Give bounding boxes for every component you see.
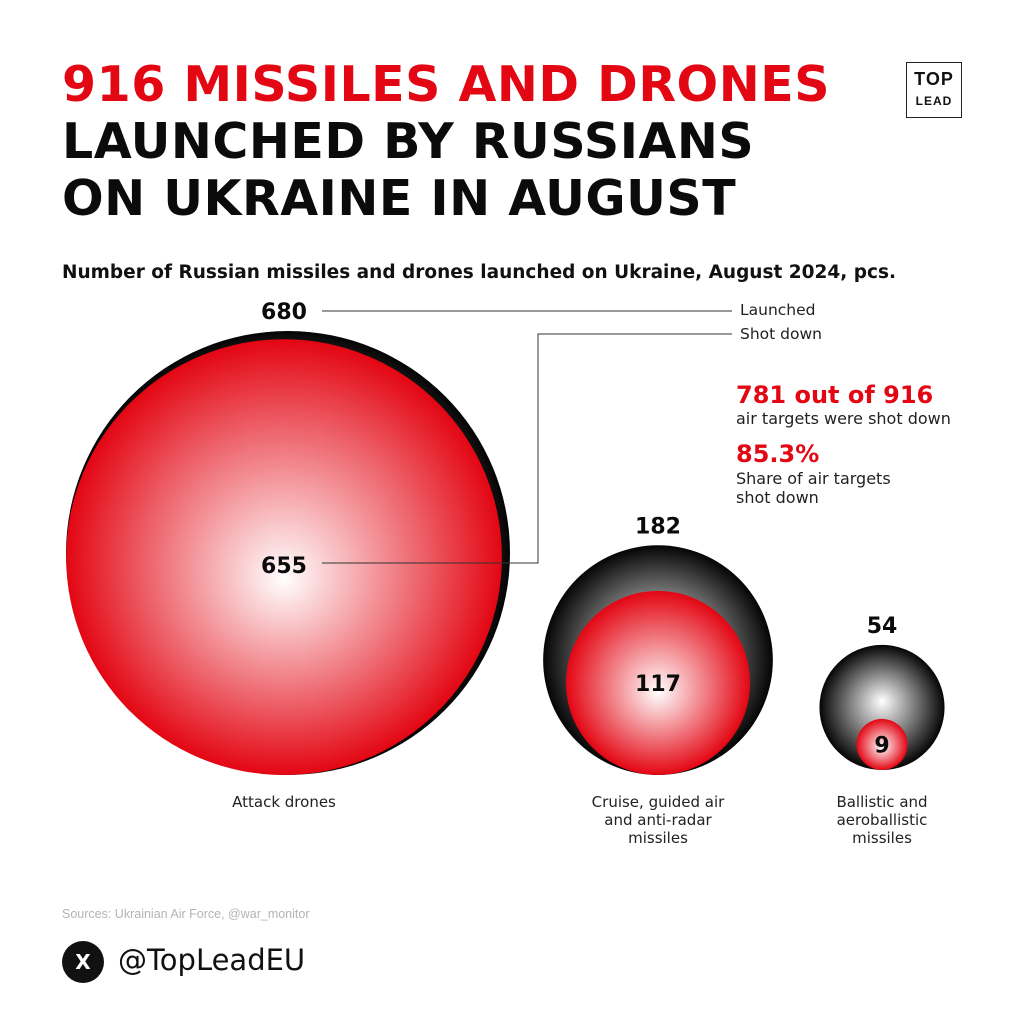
shot-down-value-label-1: 117 [635,672,681,697]
chart-subtitle: Number of Russian missiles and drones la… [62,262,896,283]
share-description: Share of air targets shot down [736,469,891,507]
top-lead-logo: TOP LEAD [906,62,962,118]
launched-value-label-2: 54 [867,614,898,639]
category-label-1-line-0: Cruise, guided air [592,793,725,811]
shot-down-bubble-1 [565,590,751,775]
category-label-2-line-1: aeroballistic [837,811,928,829]
logo-line-1: TOP [914,69,954,89]
launched-value-label-0: 680 [261,300,307,325]
headline: 916 MISSILES AND DRONES LAUNCHED BY RUSS… [62,56,830,227]
headline-line-3: ON UKRAINE IN AUGUST [62,170,737,227]
logo-line-2: LEAD [915,94,953,108]
share-stat: 85.3% [736,440,820,468]
shot-down-bubble-2 [856,718,908,771]
category-label-1-line-2: missiles [628,829,688,847]
category-label-2-line-0: Ballistic and [836,793,927,811]
category-label-0-line-0: Attack drones [232,793,336,811]
social-handle[interactable]: @TopLeadEU [118,943,306,977]
legend-shot-down-label: Shot down [740,325,822,343]
shot-down-bubble-0 [66,339,502,775]
headline-line-1: 916 MISSILES AND DRONES [62,56,830,113]
legend-launched-label: Launched [740,301,816,319]
sources-note: Sources: Ukrainian Air Force, @war_monit… [62,907,310,921]
x-logo-icon: X [62,941,104,983]
shot-total-description: air targets were shot down [736,409,951,428]
shot-down-value-label-0: 655 [261,554,307,579]
shot-down-value-label-2: 9 [874,733,889,758]
launched-value-label-1: 182 [635,514,681,539]
category-label-1-line-1: and anti-radar [604,811,712,829]
headline-line-2: LAUNCHED BY RUSSIANS [62,113,755,170]
category-label-2-line-2: missiles [852,829,912,847]
legend-shot-down-line [322,333,732,564]
shot-total-stat: 781 out of 916 [736,381,934,409]
launched-bubble-2 [819,644,945,770]
